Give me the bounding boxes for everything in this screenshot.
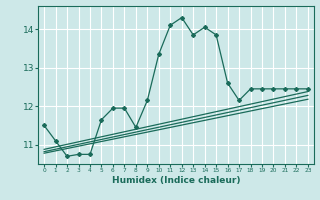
X-axis label: Humidex (Indice chaleur): Humidex (Indice chaleur) [112,176,240,185]
